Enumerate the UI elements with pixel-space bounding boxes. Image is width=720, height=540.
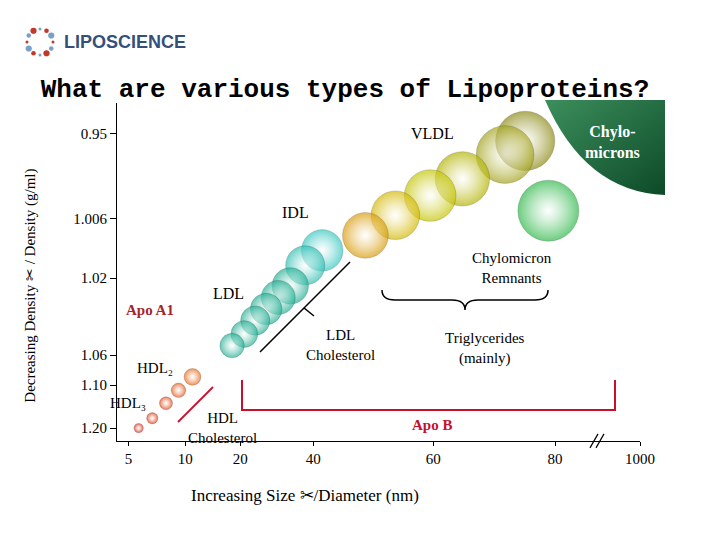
svg-text:VLDL: VLDL <box>411 125 454 142</box>
svg-text:IDL: IDL <box>282 204 309 221</box>
svg-text:1.02: 1.02 <box>81 270 107 286</box>
svg-text:5: 5 <box>125 451 133 467</box>
svg-text:Triglycerides(mainly): Triglycerides(mainly) <box>445 330 525 367</box>
svg-text:10: 10 <box>178 451 193 467</box>
svg-text:ChylomicronRemnants: ChylomicronRemnants <box>472 250 552 286</box>
svg-text:LIPOSCIENCE: LIPOSCIENCE <box>64 32 186 52</box>
svg-text:What are various types of Lipo: What are various types of Lipoproteins? <box>41 75 650 105</box>
svg-text:HDL₃: HDL₃ <box>110 395 146 411</box>
svg-text:1.20: 1.20 <box>81 420 107 436</box>
svg-text:1000: 1000 <box>625 451 655 467</box>
svg-text:40: 40 <box>306 451 321 467</box>
svg-text:LDL: LDL <box>213 285 244 302</box>
svg-text:Apo B: Apo B <box>412 417 452 433</box>
svg-text:60: 60 <box>426 451 441 467</box>
svg-text:1.006: 1.006 <box>73 211 107 227</box>
svg-text:LDLCholesterol: LDLCholesterol <box>306 327 375 363</box>
svg-text:Decreasing Density ✂ / Density: Decreasing Density ✂ / Density (g/ml) <box>22 168 39 402</box>
svg-text:HDLCholesterol: HDLCholesterol <box>188 410 257 446</box>
svg-text:1.10: 1.10 <box>81 377 107 393</box>
svg-text:0.95: 0.95 <box>81 126 107 142</box>
svg-text:Increasing Size ✂/Diameter (nm: Increasing Size ✂/Diameter (nm) <box>191 486 419 505</box>
svg-text:Apo A1: Apo A1 <box>126 302 174 318</box>
svg-text:20: 20 <box>233 451 248 467</box>
svg-text:Chylo-microns: Chylo-microns <box>585 123 640 161</box>
svg-text:80: 80 <box>548 451 563 467</box>
svg-text:HDL₂: HDL₂ <box>137 360 173 376</box>
svg-text:1.06: 1.06 <box>81 347 108 363</box>
